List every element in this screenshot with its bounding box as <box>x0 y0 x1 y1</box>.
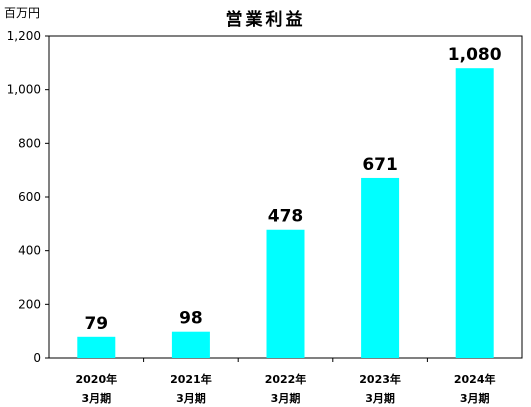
bar-series <box>77 68 494 358</box>
x-tick-label-year: 2023年 <box>359 372 401 386</box>
unit-label: 百万円 <box>4 6 41 20</box>
data-label: 478 <box>268 207 304 227</box>
y-tick-label: 800 <box>18 136 41 150</box>
y-tick-label: 200 <box>18 297 41 311</box>
data-label: 98 <box>179 309 203 329</box>
chart-title: 営業利益 <box>225 10 306 30</box>
bar <box>361 177 400 358</box>
bar <box>171 331 210 358</box>
y-axis: 0 200 400 600 800 1,000 1,200 <box>7 29 49 365</box>
data-label: 671 <box>362 155 398 175</box>
data-label: 1,080 <box>448 45 502 65</box>
x-tick-label-year: 2020年 <box>75 372 117 386</box>
bar <box>455 68 494 358</box>
x-tick-label-period: 3月期 <box>271 391 301 405</box>
data-labels: 79 98 478 671 1,080 <box>84 45 501 334</box>
x-tick-label-period: 3月期 <box>365 391 395 405</box>
x-tick-label-year: 2024年 <box>454 372 496 386</box>
x-tick-label-period: 3月期 <box>460 391 490 405</box>
bar <box>77 336 116 358</box>
bar <box>266 229 305 358</box>
y-tick-label: 600 <box>18 190 41 204</box>
x-axis: 2020年 3月期 2021年 3月期 2022年 3月期 2023年 3月期 2024年 3月期 <box>75 358 496 405</box>
y-tick-label: 1,000 <box>7 83 41 97</box>
x-tick-label-year: 2021年 <box>170 372 212 386</box>
y-tick-label: 1,200 <box>7 29 41 43</box>
y-tick-label: 0 <box>33 351 41 365</box>
x-tick-label-period: 3月期 <box>81 391 111 405</box>
y-tick-label: 400 <box>18 244 41 258</box>
x-tick-label-period: 3月期 <box>176 391 206 405</box>
x-tick-label-year: 2022年 <box>265 372 307 386</box>
data-label: 79 <box>84 314 108 334</box>
